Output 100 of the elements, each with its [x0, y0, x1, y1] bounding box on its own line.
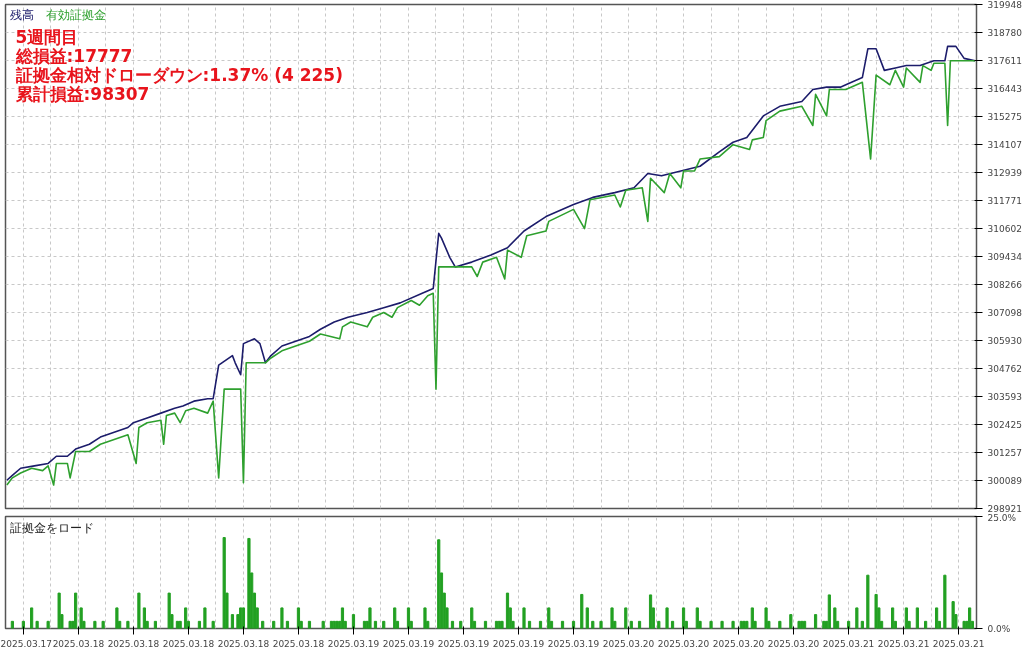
bar [437, 539, 441, 629]
bar [764, 607, 768, 629]
bar [101, 620, 105, 629]
text: 有効証拠金 [45, 7, 106, 22]
bar [505, 592, 510, 629]
y-tick-label: 303593 [987, 392, 1022, 403]
bar [211, 620, 215, 629]
y-tick-label: 300089 [987, 476, 1023, 486]
bar [93, 620, 97, 629]
x-tick-label: 2025.03.18 [52, 638, 105, 649]
y-tick-label: 0.0% [987, 623, 1011, 634]
bar [351, 614, 356, 629]
y-tick-label: 311771 [987, 196, 1022, 206]
bar [891, 607, 895, 629]
bar [522, 607, 526, 629]
x-tick-label: 2025.03.19 [547, 638, 600, 649]
y-tick-label: 309434 [987, 252, 1023, 263]
bar [585, 607, 589, 629]
y-tick-label: 317611 [987, 56, 1022, 67]
bar [915, 607, 919, 629]
bar [968, 607, 972, 629]
x-tick-label: 2025.03.20 [657, 638, 710, 649]
x-tick-label: 2025.03.18 [272, 638, 325, 649]
y-tick-label: 315275 [987, 112, 1022, 123]
bar [368, 607, 372, 629]
bar [393, 607, 397, 629]
bar [230, 614, 235, 629]
annotation: 累計損益:98307 [14, 83, 150, 104]
bar [813, 614, 818, 629]
x-tick-label: 2025.03.18 [217, 638, 270, 649]
bar [833, 607, 837, 629]
bar [943, 574, 947, 629]
bar [280, 607, 284, 629]
bar [222, 537, 226, 629]
bar [470, 607, 474, 629]
bar [709, 620, 713, 629]
y-tick-label: 304762 [987, 364, 1022, 374]
bar [624, 607, 628, 629]
x-tick-label: 2025.03.21 [932, 638, 985, 649]
bar [74, 592, 78, 629]
annotation: 証拠金相対ドローダウン:1.37% (4 225) [14, 64, 343, 85]
bar [778, 620, 782, 629]
y-tick-label: 301257 [987, 448, 1022, 459]
y-tick-label: 316443 [987, 84, 1022, 95]
bar [827, 594, 831, 629]
bar [184, 607, 188, 629]
annotation: 総損益:17777 [14, 45, 133, 66]
bar [789, 614, 793, 629]
chart-title: 証拠金をロード [9, 520, 94, 535]
bar [866, 574, 870, 629]
bar [137, 592, 141, 629]
bar [203, 607, 207, 629]
bar [30, 607, 34, 629]
bar [247, 537, 251, 629]
bar [720, 620, 724, 629]
bar [79, 607, 83, 629]
y-tick-label: 305930 [987, 336, 1023, 346]
bar [423, 607, 427, 629]
bar [241, 607, 246, 629]
y-tick-label: 310602 [987, 224, 1022, 235]
x-tick-label: 2025.03.19 [437, 638, 490, 649]
annotation: 5週間目 [15, 26, 79, 47]
y-tick-label: 308266 [987, 280, 1023, 291]
y-tick-label: 298921 [987, 504, 1022, 514]
bar [115, 607, 119, 629]
bar [610, 607, 614, 629]
x-tick-label: 2025.03.21 [877, 638, 930, 649]
bar [591, 620, 595, 629]
bar [46, 620, 50, 629]
y-tick-label: 314107 [987, 140, 1022, 150]
x-tick-label: 2025.03.19 [327, 638, 380, 649]
bar [126, 620, 130, 629]
bar [321, 620, 325, 629]
x-tick-label: 2025.03.19 [382, 638, 435, 649]
y-tick-label: 318780 [987, 28, 1023, 38]
bar [935, 607, 939, 629]
x-tick-label: 2025.03.18 [162, 638, 215, 649]
y-tick-label: 302425 [987, 420, 1022, 431]
text: 残高 [9, 7, 34, 22]
y-tick-label: 319948 [987, 0, 1023, 10]
bar [951, 601, 955, 629]
y-tick-label: 25.0% [987, 512, 1017, 523]
x-tick-label: 2025.03.18 [107, 638, 160, 649]
bar [239, 607, 243, 629]
bar [665, 607, 669, 629]
bar [599, 620, 603, 629]
bar [35, 620, 39, 629]
x-tick-label: 2025.03.19 [492, 638, 545, 649]
bar [681, 607, 686, 629]
x-tick-label: 2025.03.17 [0, 638, 53, 649]
bar [648, 594, 653, 629]
y-tick-label: 312939 [987, 168, 1023, 178]
y-tick-label: 307098 [987, 308, 1023, 318]
x-tick-label: 2025.03.20 [767, 638, 820, 649]
bar [731, 620, 735, 629]
x-tick-label: 2025.03.21 [822, 638, 875, 649]
bar [57, 592, 61, 629]
bar [167, 592, 171, 629]
bar [874, 593, 878, 629]
x-tick-label: 2025.03.20 [602, 638, 655, 649]
